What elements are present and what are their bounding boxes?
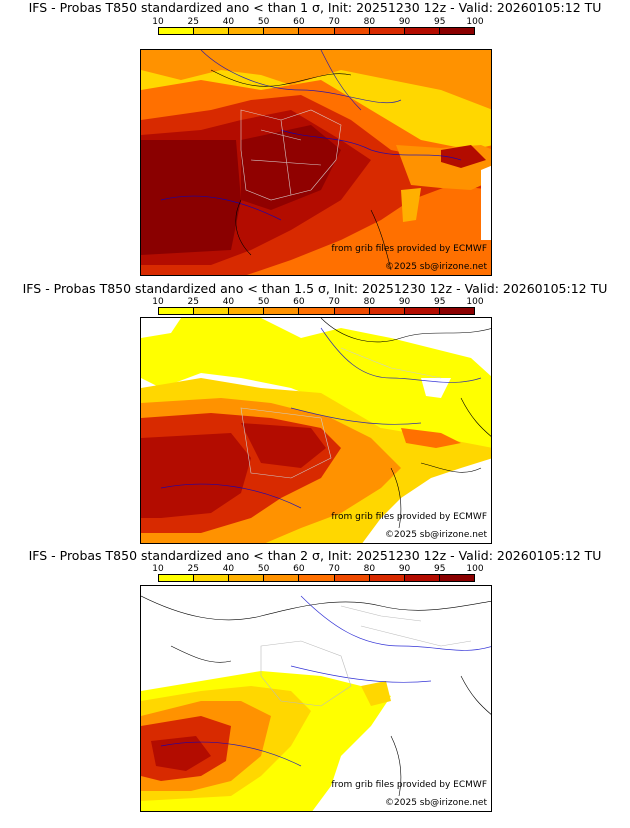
colorbar-tick-label: 60 bbox=[293, 564, 305, 574]
colorbar-tick-label: 40 bbox=[222, 564, 235, 574]
source-credit: from grib files provided by ECMWF bbox=[331, 512, 487, 522]
colorbar-segment bbox=[159, 575, 195, 581]
colorbar-bar bbox=[158, 27, 475, 35]
colorbar-tick-label: 50 bbox=[257, 564, 270, 574]
source-credit: from grib files provided by ECMWF bbox=[331, 244, 487, 254]
colorbar-segment bbox=[299, 28, 335, 34]
colorbar-tick-label: 40 bbox=[222, 297, 235, 307]
colorbar-segment bbox=[334, 308, 370, 314]
map-graphic bbox=[141, 586, 491, 811]
probability-map: from grib files provided by ECMWF ©2025 … bbox=[140, 585, 492, 812]
colorbar-tick-label: 100 bbox=[466, 564, 484, 574]
colorbar-segment bbox=[439, 28, 474, 34]
colorbar-segment bbox=[439, 575, 474, 581]
colorbar-tick-label: 25 bbox=[187, 564, 199, 574]
colorbar-tick-label: 25 bbox=[187, 297, 199, 307]
colorbar-ticks: 10 25 40 50 60 70 80 90 95 100 bbox=[152, 17, 483, 27]
colorbar-segment bbox=[439, 308, 474, 314]
colorbar-segment bbox=[404, 575, 440, 581]
map-graphic bbox=[141, 318, 491, 543]
colorbar-tick-label: 80 bbox=[363, 564, 376, 574]
colorbar-segment bbox=[404, 308, 440, 314]
colorbar-segment bbox=[264, 28, 300, 34]
colorbar-tick-label: 10 bbox=[152, 564, 164, 574]
colorbar-tick-label: 70 bbox=[328, 17, 340, 27]
colorbar-ticks: 10 25 40 50 60 70 80 90 95 100 bbox=[152, 564, 483, 574]
colorbar-tick-label: 80 bbox=[363, 297, 376, 307]
colorbar-segment bbox=[159, 308, 195, 314]
colorbar-segment bbox=[404, 28, 440, 34]
source-credit: from grib files provided by ECMWF bbox=[331, 780, 487, 790]
colorbar-tick-label: 10 bbox=[152, 17, 164, 27]
colorbar-segment bbox=[299, 575, 335, 581]
colorbar-bar bbox=[158, 307, 475, 315]
colorbar-segment bbox=[264, 575, 300, 581]
probability-map: from grib files provided by ECMWF ©2025 … bbox=[140, 49, 492, 276]
colorbar-tick-label: 100 bbox=[466, 17, 484, 27]
panel-2: IFS - Probas T850 standardized ano < tha… bbox=[0, 276, 630, 552]
colorbar-ticks: 10 25 40 50 60 70 80 90 95 100 bbox=[152, 297, 483, 307]
map-graphic bbox=[141, 50, 491, 275]
colorbar-segment bbox=[229, 28, 265, 34]
colorbar-segment bbox=[334, 28, 370, 34]
copyright-credit: ©2025 sb@irizone.net bbox=[385, 530, 487, 540]
colorbar-tick-label: 95 bbox=[434, 17, 446, 27]
colorbar-segment bbox=[264, 308, 300, 314]
panel-title: IFS - Probas T850 standardized ano < tha… bbox=[28, 0, 602, 15]
colorbar-tick-label: 80 bbox=[363, 17, 376, 27]
colorbar-tick-label: 10 bbox=[152, 297, 164, 307]
probability-map: from grib files provided by ECMWF ©2025 … bbox=[140, 317, 492, 544]
colorbar-segment bbox=[229, 308, 265, 314]
colorbar-tick-label: 60 bbox=[293, 17, 305, 27]
copyright-credit: ©2025 sb@irizone.net bbox=[385, 262, 487, 272]
colorbar-tick-label: 90 bbox=[398, 297, 411, 307]
colorbar-tick-label: 95 bbox=[434, 297, 446, 307]
colorbar-segment bbox=[369, 28, 405, 34]
panel-1: IFS - Probas T850 standardized ano < tha… bbox=[0, 0, 630, 276]
colorbar: 10 25 40 50 60 70 80 90 95 100 bbox=[152, 564, 484, 590]
panel-3: IFS - Probas T850 standardized ano < tha… bbox=[0, 548, 630, 828]
colorbar-segment bbox=[194, 28, 230, 34]
colorbar-tick-label: 100 bbox=[466, 297, 484, 307]
colorbar-tick-label: 90 bbox=[398, 17, 411, 27]
colorbar-segment bbox=[334, 575, 370, 581]
colorbar-segment bbox=[194, 575, 230, 581]
colorbar-tick-label: 50 bbox=[257, 17, 270, 27]
colorbar-segment bbox=[159, 28, 195, 34]
colorbar-tick-label: 40 bbox=[222, 17, 235, 27]
colorbar-tick-label: 70 bbox=[328, 564, 340, 574]
colorbar-tick-label: 70 bbox=[328, 297, 340, 307]
panel-title: IFS - Probas T850 standardized ano < tha… bbox=[28, 548, 602, 563]
panel-title: IFS - Probas T850 standardized ano < tha… bbox=[22, 281, 608, 296]
colorbar-tick-label: 90 bbox=[398, 564, 411, 574]
colorbar-segment bbox=[369, 308, 405, 314]
colorbar-bar bbox=[158, 574, 475, 582]
colorbar-tick-label: 25 bbox=[187, 17, 199, 27]
colorbar-tick-label: 50 bbox=[257, 297, 270, 307]
colorbar: 10 25 40 50 60 70 80 90 95 100 bbox=[152, 297, 484, 323]
colorbar-segment bbox=[299, 308, 335, 314]
colorbar-segment bbox=[369, 575, 405, 581]
colorbar-segment bbox=[194, 308, 230, 314]
colorbar: 10 25 40 50 60 70 80 90 95 100 bbox=[152, 17, 484, 43]
colorbar-tick-label: 95 bbox=[434, 564, 446, 574]
copyright-credit: ©2025 sb@irizone.net bbox=[385, 798, 487, 808]
colorbar-tick-label: 60 bbox=[293, 297, 305, 307]
colorbar-segment bbox=[229, 575, 265, 581]
